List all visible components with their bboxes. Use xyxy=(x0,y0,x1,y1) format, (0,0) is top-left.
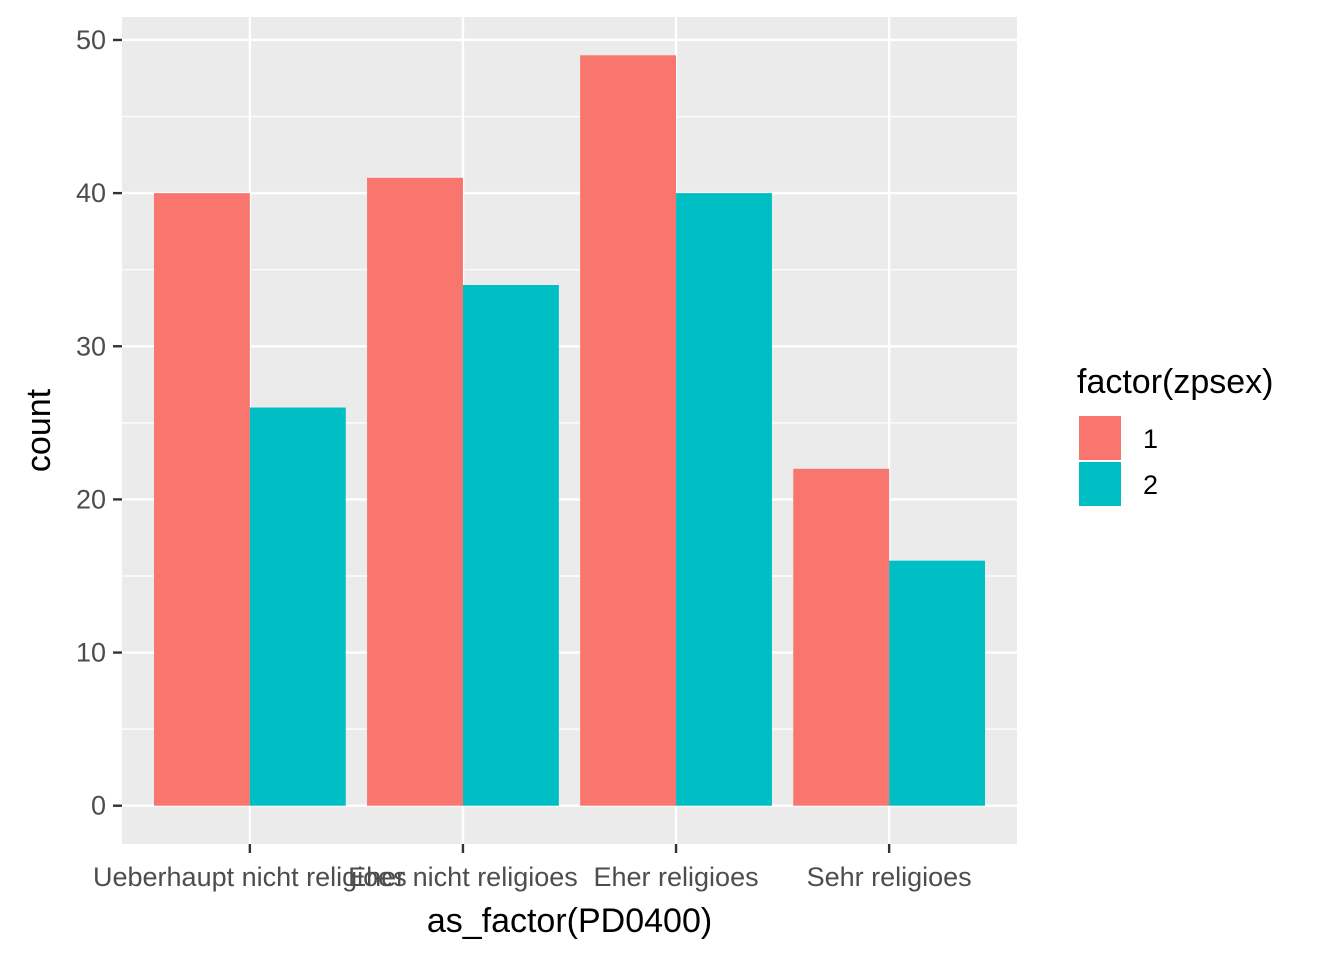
y-tick-label: 40 xyxy=(76,178,106,208)
legend-label-1: 1 xyxy=(1143,424,1158,454)
y-tick-label: 50 xyxy=(76,25,106,55)
y-tick-label: 10 xyxy=(76,638,106,668)
y-tick-label: 20 xyxy=(76,484,106,514)
bars xyxy=(153,55,986,806)
bar-series-2-4 xyxy=(889,560,986,806)
bar-series-1-4 xyxy=(793,468,890,806)
bar-series-1-1 xyxy=(153,193,250,806)
bar-series-1-3 xyxy=(580,55,677,806)
y-axis: 0 10 20 30 40 50 xyxy=(76,25,122,821)
x-axis-title: as_factor(PD0400) xyxy=(427,902,712,940)
x-tick-label: Eher nicht religioes xyxy=(348,862,578,892)
y-tick-label: 30 xyxy=(76,331,106,361)
legend-key-1 xyxy=(1079,416,1121,460)
bar-series-2-1 xyxy=(249,407,346,806)
y-tick-label: 0 xyxy=(91,791,106,821)
bar-series-1-2 xyxy=(367,177,463,806)
x-tick-label: Ueberhaupt nicht religioes xyxy=(93,862,407,892)
x-tick-label: Sehr religioes xyxy=(807,862,972,892)
bar-series-2-3 xyxy=(676,193,772,806)
legend-key-2 xyxy=(1079,462,1121,506)
y-axis-title: count xyxy=(20,388,58,472)
legend-label-2: 2 xyxy=(1143,470,1158,500)
bar-series-2-2 xyxy=(462,285,559,806)
legend-title: factor(zpsex) xyxy=(1077,363,1274,401)
legend: factor(zpsex) 1 2 xyxy=(1077,363,1274,506)
x-tick-label: Eher religioes xyxy=(594,862,759,892)
